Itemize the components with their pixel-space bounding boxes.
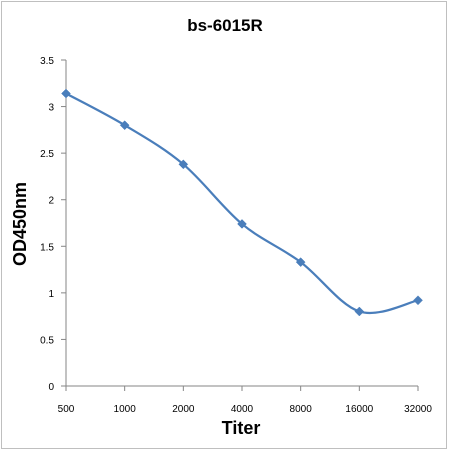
axes [61,59,419,391]
data-point [178,159,189,170]
y-tick-label: 0 [48,382,54,393]
y-tick-label: 3 [48,103,54,114]
data-point [119,120,130,131]
data-point [413,295,423,306]
x-tick-label: 16000 [345,404,373,415]
x-tick-label: 500 [58,404,75,415]
x-tick-label: 2000 [172,404,195,415]
y-tick-label: 2.5 [40,149,54,160]
y-tick-label: 0.5 [40,335,54,346]
data-point [295,257,306,267]
x-tick-label: 4000 [231,404,254,415]
chart-title: bs-6015R [187,16,263,35]
data-point [237,219,247,229]
series-group [61,88,423,317]
x-tick-label: 8000 [290,404,313,415]
y-tick-label: 1 [48,289,54,300]
data-point [61,88,71,99]
data-point [354,306,365,317]
x-tick-label: 32000 [404,404,432,415]
series-line [65,92,419,315]
x-axis-title: Titer [222,418,261,438]
x-tick-label: 1000 [114,404,137,415]
y-tick-labels: 0 0.5 1 1.5 2 2.5 3 3.5 [40,56,54,393]
x-tick-labels: 500 1000 2000 4000 8000 16000 32000 [58,404,433,415]
y-tick-label: 1.5 [40,242,54,253]
y-tick-label: 2 [48,196,54,207]
y-axis-title: OD450nm [10,182,30,266]
y-tick-label: 3.5 [40,56,54,67]
